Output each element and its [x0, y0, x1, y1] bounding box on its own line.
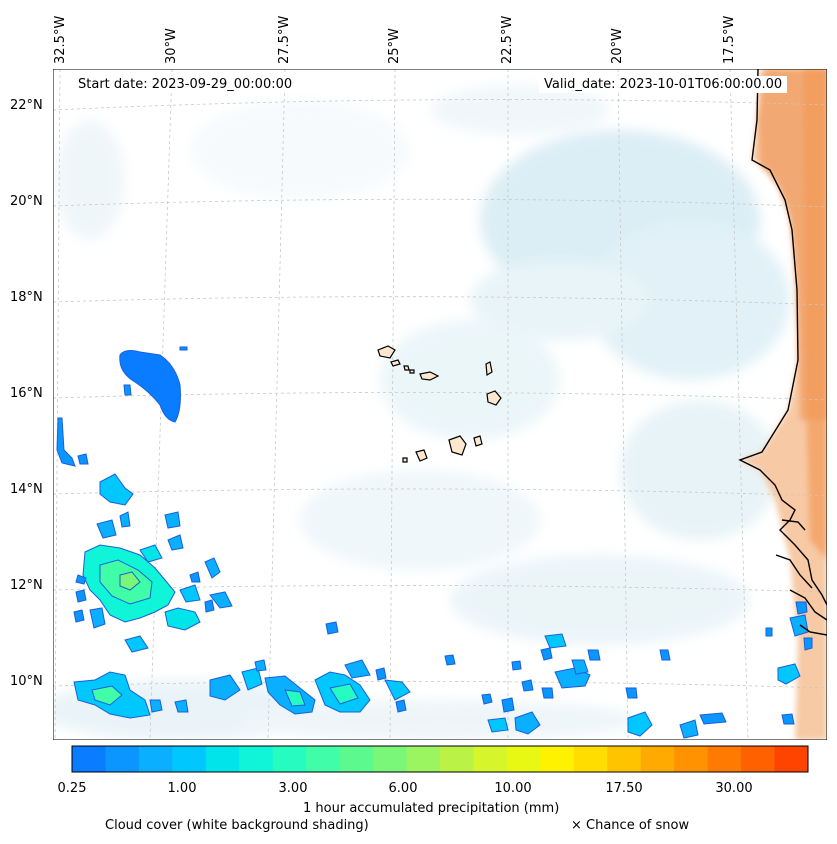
cape-verde-islands [377, 345, 502, 463]
colorbar-segment [573, 746, 608, 772]
colorbar [72, 746, 809, 772]
lat-label-22n: 22°N [10, 98, 43, 113]
colorbar-segment [640, 746, 675, 772]
cloud-cover-caption: Cloud cover (white background shading) [105, 818, 369, 833]
colorbar-segment [741, 746, 776, 772]
colorbar-segment [440, 746, 474, 772]
colorbar-frame [71, 745, 809, 773]
colorbar-segment [339, 746, 374, 772]
colorbar-segment [172, 746, 207, 772]
colorbar-tick: 30.00 [715, 781, 753, 796]
colorbar-segment [239, 746, 274, 772]
colorbar-segment [205, 746, 240, 772]
lon-label-20w: 20°W [610, 28, 625, 64]
lon-label-27-5w: 27.5°W [277, 15, 292, 64]
lat-label-20n: 20°N [10, 194, 43, 209]
lat-label-18n: 18°N [10, 290, 43, 305]
colorbar-tick: 10.00 [494, 781, 532, 796]
land-shading [740, 69, 827, 740]
map-area [53, 69, 827, 740]
colorbar-segment [72, 746, 106, 772]
colorbar-segment [272, 746, 307, 772]
colorbar-segment [105, 746, 140, 772]
lon-label-32-5w: 32.5°W [53, 15, 68, 64]
lat-label-10n: 10°N [10, 674, 43, 689]
colorbar-segment [774, 746, 809, 772]
start-date-label: Start date: 2023-09-29_00:00:00 [73, 76, 298, 93]
coastline [738, 69, 827, 636]
colorbar-segment [707, 746, 742, 772]
colorbar-tick: 0.25 [57, 781, 87, 796]
colorbar-tick: 6.00 [388, 781, 418, 796]
colorbar-segment [406, 746, 441, 772]
lat-label-16n: 16°N [10, 386, 43, 401]
colorbar-segment [607, 746, 642, 772]
colorbar-segment [540, 746, 575, 772]
lon-label-22-5w: 22.5°W [500, 15, 515, 64]
colorbar-segment [473, 746, 508, 772]
colorbar-segment [138, 746, 173, 772]
lat-label-14n: 14°N [10, 482, 43, 497]
colorbar-tick: 17.50 [605, 781, 643, 796]
lon-label-30w: 30°W [164, 28, 179, 64]
valid-date-label: Valid_date: 2023-10-01T06:00:00.00 [539, 76, 788, 93]
colorbar-segment [506, 746, 541, 772]
colorbar-label: 1 hour accumulated precipitation (mm) [303, 801, 560, 816]
colorbar-tick: 1.00 [167, 781, 197, 796]
snow-chance-caption: × Chance of snow [571, 818, 690, 833]
precipitation [56, 346, 813, 739]
colorbar-segment [373, 746, 408, 772]
lon-label-17-5w: 17.5°W [722, 15, 737, 64]
lon-label-25w: 25°W [387, 28, 402, 64]
lat-label-12n: 12°N [10, 578, 43, 593]
colorbar-tick: 3.00 [278, 781, 308, 796]
colorbar-segment [674, 746, 709, 772]
colorbar-segment [306, 746, 341, 772]
